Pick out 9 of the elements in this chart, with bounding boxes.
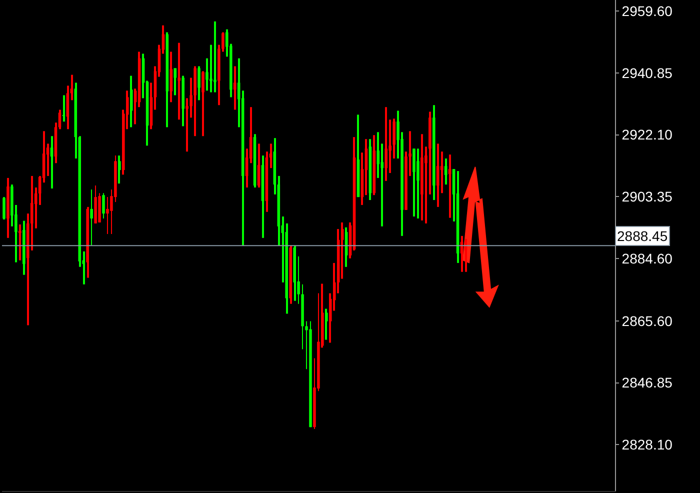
y-tick-label: 2828.10 bbox=[622, 436, 673, 452]
y-tick-label: 2903.35 bbox=[622, 188, 673, 204]
y-tick-label: 2959.60 bbox=[622, 3, 673, 20]
y-tick-label: 2922.10 bbox=[622, 126, 673, 143]
y-tick-label: 2940.85 bbox=[622, 64, 673, 81]
ref-line-label: 2888.45 bbox=[617, 228, 668, 244]
y-tick-label: 2884.60 bbox=[622, 250, 673, 266]
y-tick-label: 2846.85 bbox=[622, 374, 673, 391]
y-tick-label: 2865.60 bbox=[622, 312, 673, 329]
